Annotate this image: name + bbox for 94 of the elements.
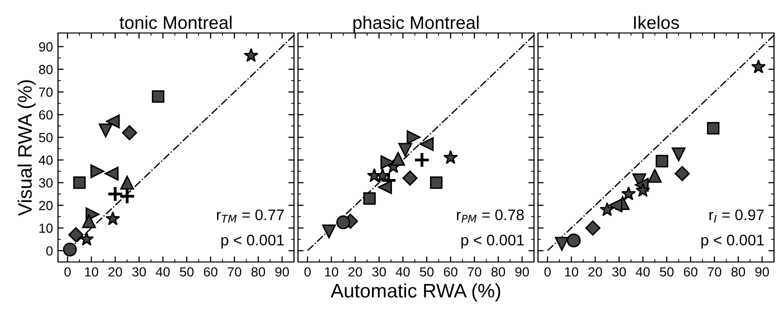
point xyxy=(420,137,434,152)
y-tick-label: 40 xyxy=(38,156,53,165)
point xyxy=(414,152,430,168)
annotation: p < 0.001 xyxy=(461,234,524,249)
point xyxy=(122,125,138,140)
point xyxy=(106,211,120,226)
x-tick-label: 70 xyxy=(468,267,482,277)
y-tick-label: 20 xyxy=(39,200,53,210)
x-tick-label: 60 xyxy=(204,267,218,277)
point xyxy=(73,176,86,189)
x-axis-title: Automatic RWA (%) xyxy=(330,283,500,302)
point xyxy=(244,48,258,62)
point xyxy=(118,188,136,205)
point xyxy=(398,142,412,157)
x-tick-label: 20 xyxy=(108,267,122,277)
x-tick-label: 80 xyxy=(251,267,266,277)
annotation: r$_{PM}$ = 0.78 xyxy=(456,209,524,223)
point xyxy=(554,236,569,251)
chart-title: Ikelos xyxy=(634,16,679,30)
y-tick-label: 50 xyxy=(38,132,53,142)
x-tick-label: 80 xyxy=(731,267,746,277)
x-tick-label: 60 xyxy=(684,267,698,277)
x-tick-label: 30 xyxy=(372,267,386,277)
point xyxy=(378,180,392,194)
point xyxy=(706,122,720,134)
x-tick-label: 30 xyxy=(132,267,146,277)
chart-title: tonic Montreal xyxy=(120,16,232,30)
x-tick-label: 70 xyxy=(228,267,242,277)
point xyxy=(585,220,600,236)
x-tick-label: 90 xyxy=(515,267,529,277)
point xyxy=(600,202,614,216)
x-tick-label: 80 xyxy=(491,267,506,277)
chart-title: phasic Montreal xyxy=(353,16,479,33)
y-tick-label: 0 xyxy=(46,246,53,256)
x-tick-label: 50 xyxy=(180,267,194,277)
point xyxy=(430,176,443,189)
point xyxy=(90,164,104,178)
y-tick-label: 80 xyxy=(39,64,53,74)
point xyxy=(672,147,686,162)
point xyxy=(380,155,394,170)
x-tick-label: 90 xyxy=(755,267,769,277)
point xyxy=(322,224,336,238)
point xyxy=(98,124,113,138)
point xyxy=(674,166,690,182)
point xyxy=(566,234,581,248)
y-tick-label: 70 xyxy=(39,88,53,97)
x-tick-label: 10 xyxy=(325,267,338,277)
x-tick-label: 60 xyxy=(444,267,458,277)
y-tick-label: 90 xyxy=(39,42,53,52)
x-tick-label: 40 xyxy=(636,267,650,277)
point xyxy=(656,154,668,168)
point xyxy=(62,242,77,256)
x-tick-label: 0 xyxy=(544,267,551,277)
x-tick-label: 20 xyxy=(588,267,602,277)
point xyxy=(106,114,120,128)
point xyxy=(104,166,119,181)
point xyxy=(608,198,622,212)
point xyxy=(391,152,406,166)
point xyxy=(406,130,421,144)
point xyxy=(106,186,124,202)
point xyxy=(636,182,650,197)
point xyxy=(648,168,662,183)
point xyxy=(402,170,418,186)
point xyxy=(336,215,350,230)
x-tick-label: 90 xyxy=(275,267,289,277)
point xyxy=(375,168,390,182)
point xyxy=(120,176,134,190)
point xyxy=(363,192,376,205)
x-tick-label: 50 xyxy=(660,267,674,277)
x-tick-label: 30 xyxy=(612,267,626,277)
annotation: r$_{TM}$ = 0.77 xyxy=(216,209,284,223)
point xyxy=(751,59,766,74)
y-tick-label: 10 xyxy=(39,224,53,233)
x-tick-label: 50 xyxy=(420,267,434,277)
point xyxy=(68,227,84,242)
annotation: r$_{I}$ = 0.97 xyxy=(710,209,764,223)
y-tick-label: 30 xyxy=(38,178,53,188)
x-tick-label: 40 xyxy=(156,267,170,277)
x-tick-label: 20 xyxy=(348,267,362,277)
y-axis-title: Visual RWA (%) xyxy=(18,80,36,216)
point xyxy=(82,214,96,228)
point xyxy=(443,150,458,164)
x-tick-label: 10 xyxy=(565,267,578,277)
y-tick-label: 60 xyxy=(39,110,53,120)
x-tick-label: 70 xyxy=(708,267,722,277)
point xyxy=(152,90,164,103)
annotation: p < 0.001 xyxy=(701,234,764,249)
x-tick-label: 0 xyxy=(304,267,311,277)
x-tick-label: 40 xyxy=(396,267,410,277)
point xyxy=(79,232,94,246)
annotation: p < 0.001 xyxy=(221,234,284,249)
x-tick-label: 0 xyxy=(64,267,71,277)
point xyxy=(621,186,636,200)
x-tick-label: 10 xyxy=(85,267,98,277)
